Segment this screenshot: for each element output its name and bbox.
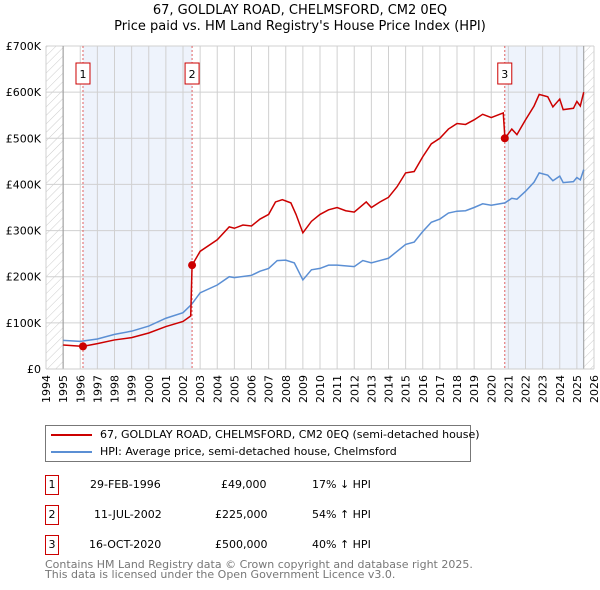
x-tick-label: 2026 (588, 375, 600, 403)
sale-date: 11-JUL-2002 (94, 508, 162, 521)
x-tick-label: 1994 (40, 375, 53, 403)
sale-hpi: 54% ↑ HPI (312, 508, 371, 521)
hatched-region (583, 46, 594, 369)
x-tick-label: 2007 (263, 375, 276, 403)
x-tick-label: 2022 (520, 375, 533, 403)
sale-marker-box (75, 62, 91, 85)
x-tick-label: 2025 (571, 375, 584, 403)
shaded-period (504, 46, 584, 369)
x-tick-label: 2011 (331, 375, 344, 403)
sale-marker-label: 1 (79, 68, 86, 81)
sale-point (500, 134, 509, 143)
y-tick-label: £300K (6, 225, 42, 238)
sale-marker-badge: 1 (45, 475, 59, 495)
x-tick-label: 2012 (348, 375, 361, 403)
x-tick-label: 2015 (400, 375, 413, 403)
legend: 67, GOLDLAY ROAD, CHELMSFORD, CM2 0EQ (s… (45, 425, 480, 462)
x-tick-label: 2010 (314, 375, 327, 403)
footer-line: Contains HM Land Registry data © Crown c… (45, 558, 473, 571)
chart-subtitle: Price paid vs. HM Land Registry's House … (114, 19, 486, 34)
property-price-line (63, 91, 585, 348)
sale-marker-label: 3 (501, 68, 508, 81)
sale-point (188, 261, 197, 270)
x-tick-label: 1998 (109, 375, 122, 403)
sale-marker-badge: 2 (45, 505, 59, 525)
x-tick-label: 2023 (537, 375, 550, 403)
sale-date: 16-OCT-2020 (89, 538, 162, 551)
x-tick-label: 2009 (297, 375, 310, 403)
sale-price: £500,000 (215, 538, 268, 551)
sale-marker-badge: 3 (45, 535, 59, 555)
x-tick-label: 2017 (434, 375, 447, 403)
footer-line: This data is licensed under the Open Gov… (45, 568, 396, 581)
x-tick-label: 2020 (485, 375, 498, 403)
legend-label-hpi: HPI: Average price, semi-detached house,… (100, 445, 397, 458)
footer: Contains HM Land Registry data © Crown c… (45, 558, 473, 581)
chart-title: 67, GOLDLAY ROAD, CHELMSFORD, CM2 0EQ (152, 3, 448, 18)
table-row: 1 29-FEB-1996 £49,000 17% ↓ HPI (45, 475, 465, 495)
x-tick-label: 2000 (143, 375, 156, 403)
x-tick-label: 1997 (91, 375, 104, 403)
x-tick-label: 2018 (451, 375, 464, 403)
y-tick-label: £200K (6, 271, 42, 284)
y-tick-label: £500K (6, 132, 42, 145)
y-tick-label: £100K (6, 317, 42, 330)
x-tick-label: 2001 (160, 375, 173, 403)
sale-hpi: 40% ↑ HPI (312, 538, 371, 551)
x-tick-label: 2006 (246, 375, 259, 403)
sale-marker-label: 2 (189, 68, 196, 81)
legend-swatch-property (51, 434, 92, 436)
x-tick-label: 2019 (468, 375, 481, 403)
sale-date: 29-FEB-1996 (90, 478, 161, 491)
x-tick-label: 2004 (211, 375, 224, 403)
sale-price: £49,000 (221, 478, 267, 491)
x-tick-label: 2005 (228, 375, 241, 403)
legend-label-property: 67, GOLDLAY ROAD, CHELMSFORD, CM2 0EQ (s… (100, 428, 480, 441)
legend-swatch-hpi (51, 451, 92, 453)
x-tick-label: 2003 (194, 375, 207, 403)
y-tick-label: £400K (6, 178, 42, 191)
x-tick-label: 2002 (177, 375, 190, 403)
x-tick-label: 1999 (126, 375, 139, 403)
x-tick-label: 2016 (417, 375, 430, 403)
x-tick-label: 1996 (74, 375, 87, 403)
sale-marker-box (497, 62, 513, 85)
sale-marker-box (184, 62, 200, 85)
chart-plot: 1994 1995 1996 1997 1998 1999 2000 2001 2002 2003… (6, 40, 600, 403)
y-tick-label: £0 (27, 363, 41, 376)
x-tick-label: 2021 (502, 375, 515, 403)
shaded-period (82, 46, 193, 369)
sale-hpi: 17% ↓ HPI (312, 478, 371, 491)
x-tick-label: 2024 (554, 375, 567, 403)
x-tick-label: 2014 (383, 375, 396, 403)
table-row: 3 16-OCT-2020 £500,000 40% ↑ HPI (45, 535, 465, 555)
y-tick-label: £600K (6, 86, 42, 99)
x-tick-label: 1995 (57, 375, 70, 403)
y-tick-label: £700K (6, 40, 42, 53)
table-row: 2 11-JUL-2002 £225,000 54% ↑ HPI (45, 505, 465, 525)
x-tick-label: 2008 (280, 375, 293, 403)
hatched-region (46, 46, 64, 369)
sale-price: £225,000 (215, 508, 268, 521)
hpi-line (63, 169, 585, 343)
sale-point (78, 342, 87, 351)
x-tick-label: 2013 (365, 375, 378, 403)
